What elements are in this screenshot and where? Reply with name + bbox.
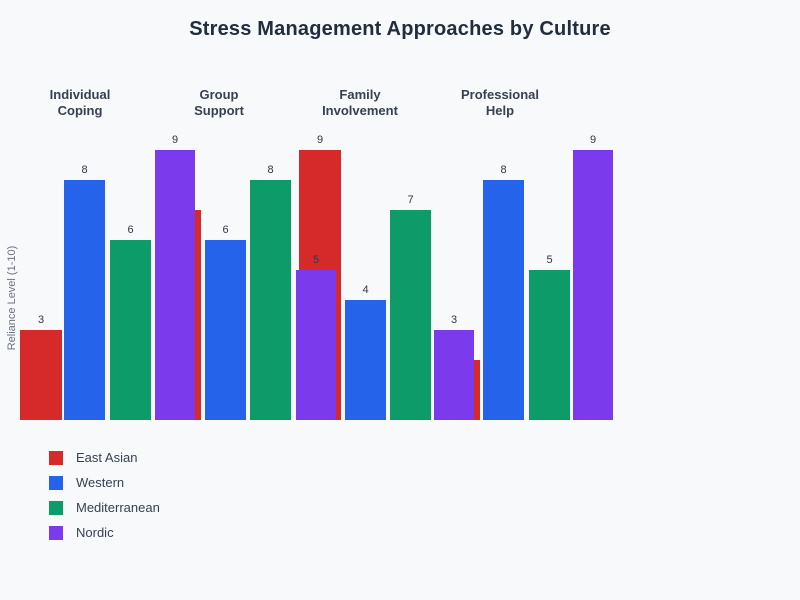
legend-label-western: Western (76, 475, 125, 490)
bar-mediterranean-family-involvement[interactable] (390, 210, 431, 420)
bar-value-label-western-professional-help: 8 (500, 164, 507, 176)
legend-swatch-mediterranean (49, 501, 63, 515)
bar-value-label-western-family-involvement: 4 (362, 284, 369, 296)
bar-value-label-mediterranean-group-support: 8 (267, 164, 274, 176)
category-label-family-involvement: Family Involvement (322, 87, 398, 118)
bar-nordic-family-involvement[interactable] (434, 330, 474, 420)
bar-value-label-mediterranean-professional-help: 5 (546, 254, 553, 266)
bar-nordic-group-support[interactable] (296, 270, 336, 420)
bar-nordic-individual-coping[interactable] (155, 150, 195, 420)
legend-label-east-asian: East Asian (76, 450, 138, 465)
bar-value-label-mediterranean-family-involvement: 7 (407, 194, 414, 206)
bar-east-asian-individual-coping[interactable] (20, 330, 62, 420)
bar-mediterranean-individual-coping[interactable] (110, 240, 151, 420)
bar-western-professional-help[interactable] (483, 180, 524, 420)
bar-mediterranean-professional-help[interactable] (529, 270, 570, 420)
bar-value-label-western-individual-coping: 8 (81, 164, 88, 176)
bar-value-label-mediterranean-individual-coping: 6 (127, 224, 134, 236)
bar-value-label-east-asian-individual-coping: 3 (37, 314, 45, 326)
bar-nordic-professional-help[interactable] (573, 150, 613, 420)
bar-mediterranean-group-support[interactable] (250, 180, 291, 420)
chart-title: Stress Management Approaches by Culture (189, 18, 611, 40)
bar-value-label-western-group-support: 6 (222, 224, 229, 236)
bar-value-label-nordic-individual-coping: 9 (171, 134, 179, 146)
bar-western-group-support[interactable] (205, 240, 246, 420)
legend-swatch-western (49, 476, 63, 490)
category-label-group-support: Group Support (194, 87, 244, 118)
bar-western-family-involvement[interactable] (345, 300, 386, 420)
legend-label-mediterranean: Mediterranean (76, 500, 160, 515)
legend-swatch-nordic (49, 526, 63, 540)
legend-label-nordic: Nordic (76, 525, 114, 540)
bar-value-label-nordic-group-support: 5 (312, 254, 320, 266)
y-axis-label: Reliance Level (1-10) (6, 245, 18, 351)
bar-value-label-east-asian-family-involvement: 9 (316, 134, 324, 146)
legend-swatch-east-asian (49, 451, 63, 465)
category-label-individual-coping: Individual Coping (49, 87, 111, 118)
bar-value-label-nordic-family-involvement: 3 (450, 314, 458, 326)
bar-western-individual-coping[interactable] (64, 180, 105, 420)
bar-value-label-nordic-professional-help: 9 (589, 134, 597, 146)
category-label-professional-help: Professional Help (460, 87, 540, 118)
